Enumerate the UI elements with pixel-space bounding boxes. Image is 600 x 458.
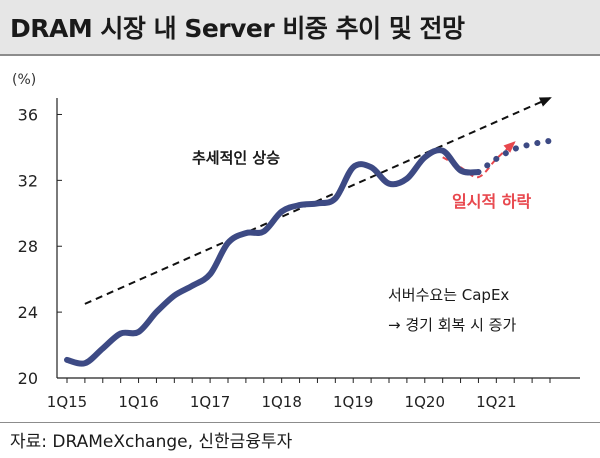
x-tick-label: 1Q18 — [261, 393, 301, 411]
source-note: 자료: DRAMeXchange, 신한금융투자 — [10, 432, 293, 452]
title-divider — [0, 54, 600, 56]
y-tick-label: 36 — [18, 105, 38, 124]
dip-annotation: 일시적 하락 — [452, 192, 531, 211]
title-bar: DRAM 시장 내 Server 비중 추이 및 전망 — [0, 0, 600, 54]
x-tick-label: 1Q21 — [476, 393, 516, 411]
x-tick-label: 1Q15 — [47, 393, 87, 411]
y-tick-label: 24 — [18, 303, 38, 322]
chart-title: DRAM 시장 내 Server 비중 추이 및 전망 — [10, 14, 465, 43]
trend-annotation: 추세적인 상승 — [192, 149, 280, 167]
y-axis-unit-label: (%) — [12, 72, 36, 88]
x-tick-label: 1Q20 — [405, 393, 445, 411]
x-tick-label: 1Q17 — [190, 393, 230, 411]
y-tick-label: 20 — [18, 369, 38, 388]
source-divider — [0, 422, 600, 423]
x-tick-label: 1Q19 — [333, 393, 373, 411]
y-tick-label: 28 — [18, 237, 38, 256]
chart: (%) 20 24 28 32 36 1Q15 1Q16 1Q17 1Q18 1Q19 1Q20 1… — [12, 72, 580, 411]
y-tick-label: 32 — [18, 171, 38, 190]
capex-note-line-1: 서버수요는 CapEx — [388, 286, 509, 304]
forecast-series-line — [475, 137, 553, 176]
capex-note-line-2: → 경기 회복 시 증가 — [388, 316, 516, 334]
actual-series-line — [64, 147, 482, 367]
x-tick-label: 1Q16 — [118, 393, 158, 411]
